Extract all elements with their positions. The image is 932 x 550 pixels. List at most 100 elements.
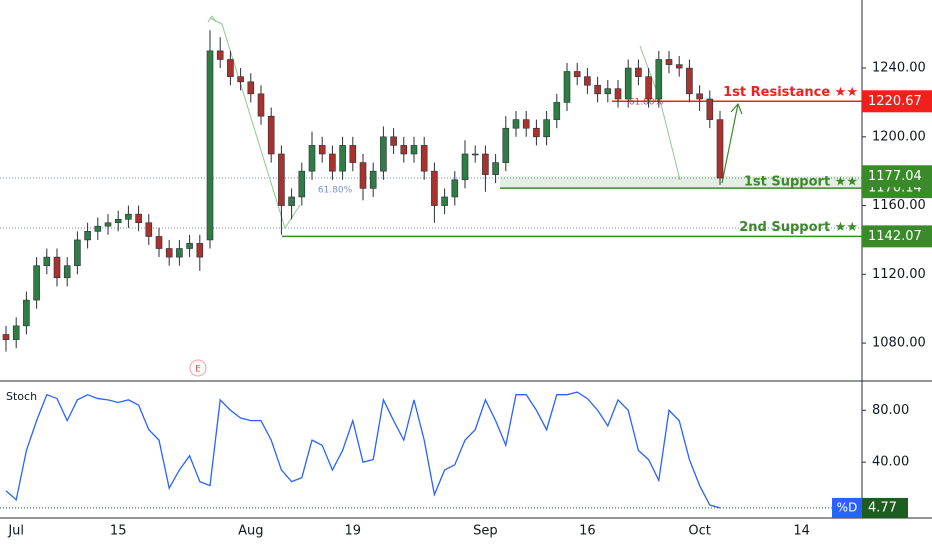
arrow-head (207, 15, 217, 23)
x-tick-label: 19 (345, 524, 362, 539)
value-box-label: 4.77 (868, 500, 897, 515)
candle-body (288, 196, 295, 206)
y-tick-label: 40.00 (872, 455, 909, 470)
candle-body (53, 256, 61, 279)
candle-body (482, 153, 489, 175)
legend-box (832, 497, 862, 518)
y-tick-label: 1240.00 (872, 61, 926, 76)
candle-body (2, 334, 10, 340)
candle-body (369, 170, 377, 189)
price-box (862, 90, 932, 113)
price-box-label: 1142.07 (868, 229, 922, 244)
pattern-arrow (209, 17, 301, 230)
fib-label: 61.80% (318, 186, 353, 196)
candle-body (553, 102, 561, 120)
candle-body (94, 225, 102, 232)
candle-body (43, 256, 51, 267)
legend-label: %D (837, 500, 858, 514)
candle-body (145, 222, 153, 237)
candle-body (716, 119, 724, 179)
x-tick-label: 15 (110, 524, 127, 539)
candle-body (339, 145, 346, 172)
candle-body (584, 76, 591, 86)
candle-body (12, 325, 20, 340)
y-tick-label: 1160.00 (872, 198, 926, 213)
candle-body (176, 248, 183, 258)
candle-body (247, 81, 255, 95)
candle-body (308, 145, 316, 172)
candle-body (635, 67, 642, 77)
candle-body (686, 67, 693, 95)
candle-body (125, 213, 132, 220)
candle-body (400, 145, 408, 155)
candle-body (278, 153, 285, 206)
candle-body (655, 59, 663, 100)
price-box (862, 225, 932, 248)
candle-body (298, 170, 306, 198)
x-tick-label: Aug (238, 524, 263, 539)
candle-body (451, 179, 459, 198)
arrow-head (730, 102, 743, 115)
projection-arrow (721, 103, 739, 184)
candle-body (471, 153, 479, 156)
level-label: 1st Support ★★ (744, 175, 858, 190)
candle-body (349, 145, 357, 163)
candle-body (227, 59, 234, 77)
candle-body (206, 50, 214, 241)
candle-body (216, 50, 224, 60)
value-box (862, 497, 908, 518)
candle-body (502, 127, 510, 163)
candle-body (533, 127, 540, 138)
price-box-label: 1177.04 (868, 169, 922, 184)
stoch-line (5, 391, 721, 509)
candle-body (165, 248, 173, 258)
candle-body (318, 145, 326, 155)
candle-body (573, 71, 581, 77)
price-box (862, 165, 932, 188)
candle-body (267, 115, 275, 155)
x-tick-label: 14 (793, 524, 810, 539)
candle-body (186, 243, 193, 249)
candle-body (431, 170, 438, 206)
candle-body (155, 236, 163, 249)
level-label: 2nd Support ★★ (739, 220, 858, 235)
candle-body (104, 222, 112, 227)
candle-body (257, 93, 265, 117)
x-tick-label: Jul (7, 524, 24, 539)
y-tick-label: 1120.00 (872, 267, 926, 282)
candle-body (492, 162, 499, 175)
candle-body (645, 76, 652, 100)
candle-body (563, 71, 571, 103)
candle-body (33, 265, 40, 301)
candle-body (63, 265, 71, 279)
candle-body (543, 119, 550, 138)
level-label: 1st Resistance ★★ (723, 85, 858, 100)
x-tick-label: Sep (473, 524, 498, 539)
candle-body (441, 196, 448, 206)
candle-body (329, 153, 336, 172)
price-box-label: 1220.67 (868, 94, 922, 109)
candle-body (114, 219, 122, 224)
candle-body (74, 239, 81, 267)
earnings-label: E (195, 365, 201, 375)
candle-body (512, 119, 520, 129)
candle-body (696, 93, 703, 100)
candle-body (359, 162, 367, 189)
x-tick-label: Oct (688, 524, 710, 539)
candle-body (237, 76, 244, 83)
y-tick-label: 80.00 (872, 403, 909, 418)
candle-body (196, 243, 204, 258)
candle-body (594, 84, 601, 95)
candle-body (665, 59, 673, 65)
candle-body (410, 145, 418, 155)
candle-body (461, 153, 469, 181)
candle-body (675, 64, 683, 69)
y-tick-label: 1080.00 (872, 336, 926, 351)
x-tick-label: 16 (579, 524, 596, 539)
candle-body (23, 299, 30, 327)
indicator-title: Stoch (6, 390, 37, 403)
candle-body (522, 119, 530, 129)
earnings-badge[interactable] (189, 359, 207, 377)
candle-body (420, 145, 428, 172)
